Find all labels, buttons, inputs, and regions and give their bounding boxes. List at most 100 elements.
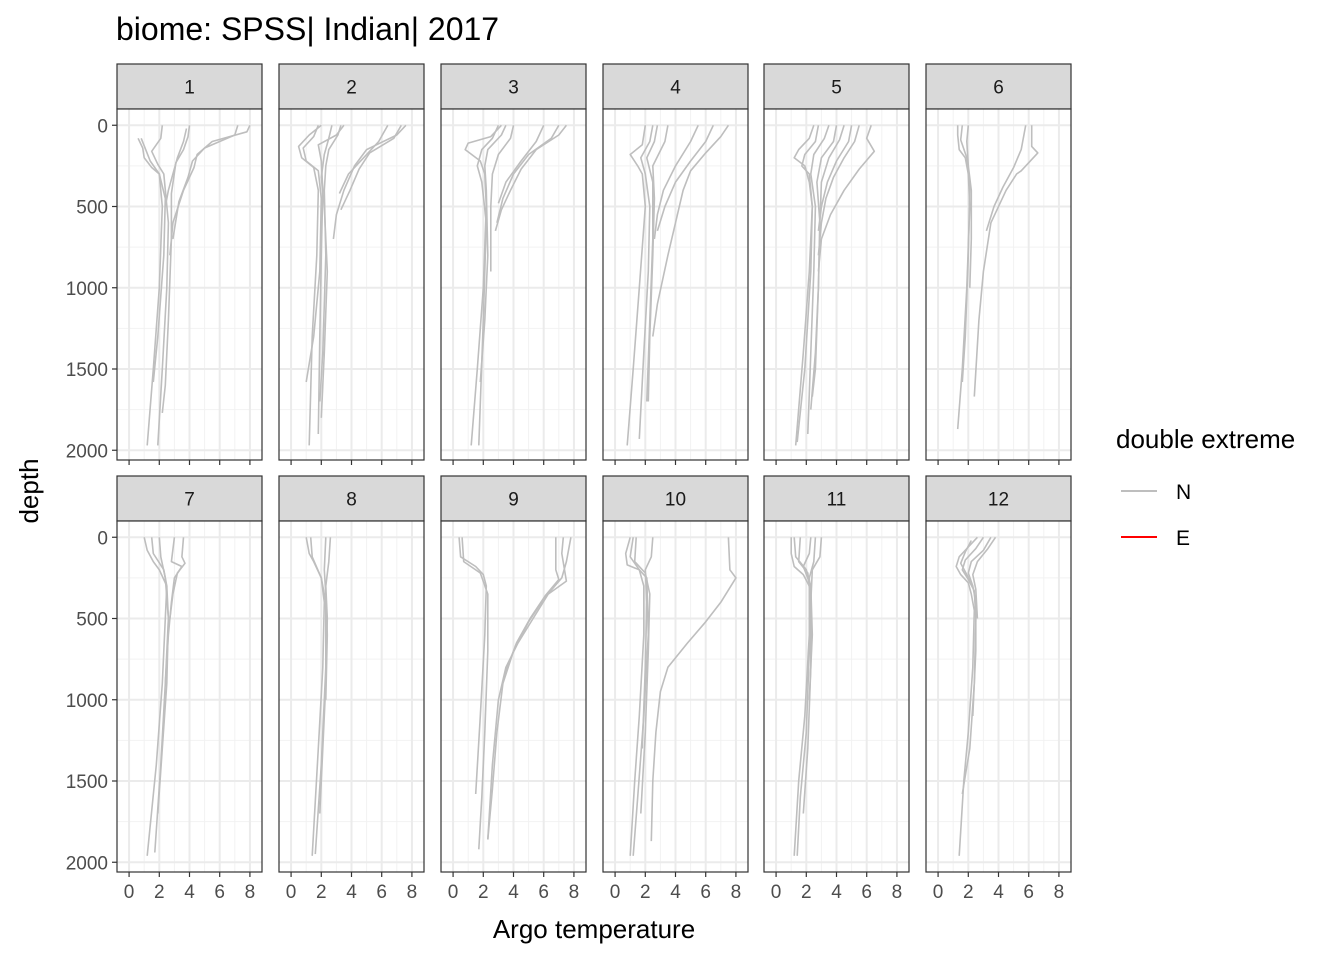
- x-tick-label: 0: [610, 882, 621, 903]
- y-tick-label: 2000: [66, 853, 108, 874]
- gridlines: [117, 521, 262, 872]
- profile-line: [461, 537, 489, 850]
- profile-line: [653, 124, 699, 240]
- panel-10: 10 0 2 4 6 8: [602, 475, 749, 903]
- y-tick-label: 500: [76, 198, 108, 219]
- profile-line: [793, 125, 815, 446]
- x-tick-label: 2: [640, 882, 651, 903]
- profile-line: [796, 125, 820, 443]
- strip-background: [925, 475, 1072, 522]
- gridlines: [764, 109, 909, 460]
- profile-line: [503, 537, 560, 676]
- strip-label: 11: [827, 490, 847, 511]
- x-tick-label: 4: [184, 882, 195, 903]
- profile-line: [497, 124, 545, 204]
- y-tick-label: 0: [97, 116, 108, 137]
- profile-line: [169, 537, 186, 619]
- profile-line: [161, 125, 191, 413]
- legend-label-E: E: [1176, 527, 1190, 550]
- strip-background: [763, 63, 910, 110]
- x-tick-label: 0: [124, 882, 135, 903]
- profile-line: [340, 124, 402, 211]
- panel-3: 3: [440, 63, 587, 465]
- strip-label: 7: [184, 490, 195, 511]
- strip-background: [602, 475, 749, 522]
- strip-background: [278, 63, 425, 110]
- x-tick-label: 2: [478, 882, 489, 903]
- panel-1: 1 0 500 1000 1500 2000: [66, 63, 263, 465]
- profile-line: [338, 124, 389, 194]
- strip-label: 8: [346, 490, 357, 511]
- profile-line: [808, 537, 817, 611]
- strip-label: 12: [988, 490, 1009, 511]
- profile-line: [985, 125, 1027, 232]
- panel-5: 5: [763, 63, 910, 465]
- x-tick-label: 2: [963, 882, 974, 903]
- x-axis-label: Argo temperature: [493, 914, 695, 944]
- x-tick-label: 6: [214, 882, 225, 903]
- strip-background: [116, 475, 263, 522]
- profile-line: [802, 537, 814, 700]
- profile-line: [150, 125, 170, 446]
- gridlines: [603, 521, 748, 872]
- gridlines: [926, 521, 1071, 872]
- y-tick-label: 1000: [66, 279, 108, 300]
- x-tick-label: 6: [376, 882, 387, 903]
- x-tick-label: 4: [993, 882, 1004, 903]
- profile-line: [169, 124, 251, 256]
- legend: double extreme NE: [1116, 424, 1295, 550]
- profile-line: [638, 125, 654, 439]
- strip-label: 1: [184, 78, 195, 99]
- x-tick-label: 8: [731, 882, 742, 903]
- profile-line: [965, 125, 973, 288]
- strip-label: 5: [831, 78, 842, 99]
- profile-line: [464, 124, 502, 446]
- strip-background: [116, 63, 263, 110]
- strip-label: 4: [670, 78, 681, 99]
- profile-line: [476, 124, 500, 446]
- panel-12: 12 0 2 4 6 8: [925, 475, 1072, 903]
- y-tick-label: 2000: [66, 441, 108, 462]
- profile-line: [955, 536, 978, 856]
- panel-6: 6: [925, 63, 1072, 465]
- gridlines: [603, 109, 748, 460]
- profile-line: [652, 124, 730, 337]
- profile-line: [302, 124, 323, 383]
- profile-line: [650, 537, 737, 842]
- profile-line: [164, 537, 183, 684]
- profile-line: [633, 537, 651, 814]
- profile-line: [626, 125, 647, 446]
- profile-line: [157, 537, 170, 814]
- strip-background: [278, 475, 425, 522]
- profile-line: [479, 124, 507, 383]
- profile-line: [140, 138, 167, 383]
- x-tick-label: 8: [407, 882, 418, 903]
- legend-label-N: N: [1176, 481, 1191, 504]
- y-tick-label: 500: [76, 610, 108, 631]
- profile-line: [320, 125, 333, 418]
- profile-line: [323, 537, 329, 700]
- profile-line: [971, 536, 997, 619]
- profile-line: [817, 125, 860, 256]
- profile-line: [624, 537, 645, 856]
- profile-line: [494, 124, 568, 232]
- strip-label: 3: [508, 78, 519, 99]
- profile-line: [817, 125, 853, 231]
- legend-entries: NE: [1121, 481, 1191, 550]
- x-tick-label: 6: [700, 882, 711, 903]
- profile-line: [656, 124, 715, 232]
- profile-line: [489, 125, 515, 272]
- strip-label: 2: [346, 78, 357, 99]
- profile-line: [319, 125, 342, 402]
- profile-line: [959, 540, 974, 587]
- profile-line: [332, 124, 407, 240]
- x-tick-label: 2: [154, 882, 165, 903]
- x-tick-label: 4: [670, 882, 681, 903]
- x-tick-label: 0: [286, 882, 297, 903]
- x-tick-label: 8: [892, 882, 903, 903]
- x-tick-label: 6: [538, 882, 549, 903]
- strip-background: [440, 475, 587, 522]
- x-tick-label: 0: [933, 882, 944, 903]
- profile-line: [973, 125, 1039, 397]
